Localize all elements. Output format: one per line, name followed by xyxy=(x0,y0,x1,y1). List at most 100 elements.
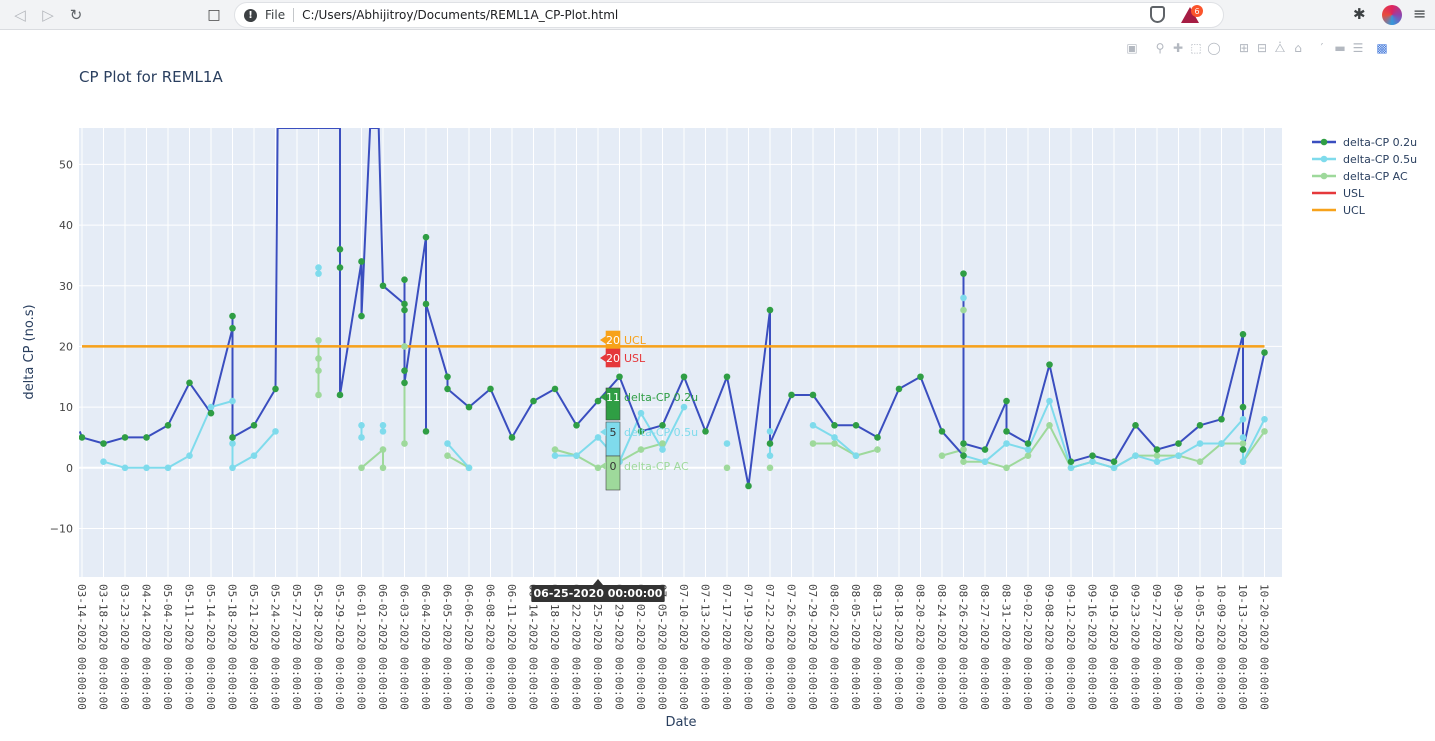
rewards-badge: 6 xyxy=(1191,5,1203,17)
pan-icon[interactable]: ✚ xyxy=(1172,41,1184,55)
data-point xyxy=(229,434,236,441)
hover-series-name: UCL xyxy=(624,334,647,347)
data-point xyxy=(379,428,387,435)
data-point xyxy=(766,452,774,459)
data-point xyxy=(1046,422,1053,429)
arrow-right-icon: ▷ xyxy=(42,6,54,24)
data-point xyxy=(487,385,494,393)
data-point xyxy=(616,373,623,381)
data-point xyxy=(401,379,408,387)
data-point xyxy=(1067,458,1075,466)
back-button[interactable]: ◁ xyxy=(8,3,32,27)
data-point xyxy=(1196,440,1204,447)
legend-label: delta-CP 0.2u xyxy=(1343,136,1417,149)
data-point xyxy=(766,464,774,472)
brave-shield-icon[interactable] xyxy=(1150,6,1165,23)
data-point xyxy=(379,422,387,429)
url-text[interactable]: C:/Users/Abhijitroy/Documents/REML1A_CP-… xyxy=(302,8,619,22)
forward-button[interactable]: ▷ xyxy=(36,3,60,27)
legend: delta-CP 0.2u delta-CP 0.5u delta-CP AC USL… xyxy=(1312,136,1417,217)
data-point xyxy=(960,270,967,277)
reload-button[interactable]: ↻ xyxy=(64,3,88,27)
plot-area[interactable] xyxy=(79,128,1282,577)
x-tick-label: 05-24-2020 00:00:00 xyxy=(269,584,282,710)
address-separator xyxy=(293,8,295,22)
x-axis-ticks: 03-14-2020 00:00:00 03-18-2020 00:00:00 03… xyxy=(75,584,1271,710)
x-tick-label: 05-04-2020 00:00:00 xyxy=(161,584,174,710)
plotly-logo-icon[interactable]: ▩ xyxy=(1376,41,1388,55)
data-point xyxy=(444,440,451,447)
x-axis-title: Date xyxy=(665,715,696,730)
x-tick-label: 10-05-2020 00:00:00 xyxy=(1193,584,1206,710)
data-point xyxy=(938,452,946,459)
data-point xyxy=(1024,440,1032,447)
legend-marker xyxy=(1320,155,1328,163)
x-tick-label: 08-18-2020 00:00:00 xyxy=(892,584,905,710)
profile-avatar[interactable] xyxy=(1382,5,1402,25)
data-point xyxy=(594,434,602,441)
x-tick-label: 08-27-2020 00:00:00 xyxy=(978,584,991,710)
data-point xyxy=(272,428,279,435)
x-tick-label: 09-16-2020 00:00:00 xyxy=(1086,584,1099,710)
data-point xyxy=(594,464,602,472)
data-point xyxy=(1239,446,1247,453)
hover-x-label: 06-25-2020 00:00:00 xyxy=(534,587,663,600)
data-point xyxy=(358,422,365,429)
data-point xyxy=(1153,446,1161,453)
y-tick-label: 50 xyxy=(59,158,73,171)
zoom-icon[interactable]: ⚲ xyxy=(1155,41,1165,55)
x-tick-label: 09-30-2020 00:00:00 xyxy=(1172,584,1185,710)
data-point xyxy=(1175,452,1182,459)
data-point xyxy=(530,397,537,405)
y-axis-title: delta CP (no.s) xyxy=(22,304,37,399)
data-point xyxy=(852,422,860,429)
hover-compare-icon[interactable]: ☰ xyxy=(1352,41,1364,55)
data-point xyxy=(379,282,387,290)
x-tick-label: 09-19-2020 00:00:00 xyxy=(1107,584,1120,710)
data-point xyxy=(229,397,236,405)
data-point xyxy=(809,391,817,399)
data-point xyxy=(465,403,473,411)
lasso-select-icon[interactable]: ◯ xyxy=(1207,41,1221,55)
extensions-icon[interactable]: ✱ xyxy=(1353,5,1366,23)
hover-value-box xyxy=(605,387,621,421)
legend-label: delta-CP AC xyxy=(1343,170,1408,183)
brave-rewards-button[interactable]: 6 xyxy=(1181,5,1203,25)
data-point xyxy=(401,440,408,447)
data-point xyxy=(358,434,365,441)
data-point xyxy=(358,258,365,265)
reset-axes-icon[interactable]: ⌂ xyxy=(1294,41,1302,55)
data-point xyxy=(573,422,580,429)
x-tick-label: 08-24-2020 00:00:00 xyxy=(935,584,948,710)
data-point xyxy=(1110,464,1118,472)
data-point xyxy=(1003,440,1010,447)
bookmark-button[interactable]: □ xyxy=(204,3,224,27)
data-point xyxy=(981,446,989,453)
data-point xyxy=(960,458,967,466)
data-point xyxy=(551,446,559,453)
x-tick-label: 06-01-2020 00:00:00 xyxy=(355,584,368,710)
x-tick-label: 03-14-2020 00:00:00 xyxy=(75,584,88,710)
data-point xyxy=(1110,458,1118,466)
box-select-icon[interactable]: ⬚ xyxy=(1190,41,1202,55)
series-layer xyxy=(79,128,1268,490)
data-point xyxy=(1239,403,1247,411)
address-bar[interactable]: ! File C:/Users/Abhijitroy/Documents/REM… xyxy=(234,2,1224,28)
spike-lines-icon[interactable]: ′ xyxy=(1320,41,1324,55)
zoom-out-icon[interactable]: ⊟ xyxy=(1256,41,1268,55)
info-icon[interactable]: ! xyxy=(244,8,257,22)
data-point xyxy=(315,337,322,344)
camera-icon[interactable]: ▣ xyxy=(1126,41,1138,55)
reload-icon: ↻ xyxy=(69,6,83,24)
data-point xyxy=(1089,458,1096,466)
data-point xyxy=(1261,415,1268,423)
data-point xyxy=(1067,464,1075,472)
menu-icon[interactable]: ≡ xyxy=(1413,4,1427,23)
data-point xyxy=(766,428,774,435)
data-point xyxy=(702,428,709,435)
hover-closest-icon[interactable]: ▬ xyxy=(1334,41,1346,55)
zoom-in-icon[interactable]: ⊞ xyxy=(1238,41,1250,55)
autoscale-icon[interactable]: ⧊ xyxy=(1274,40,1286,55)
data-point xyxy=(1239,434,1247,441)
legend-marker xyxy=(1320,172,1328,180)
